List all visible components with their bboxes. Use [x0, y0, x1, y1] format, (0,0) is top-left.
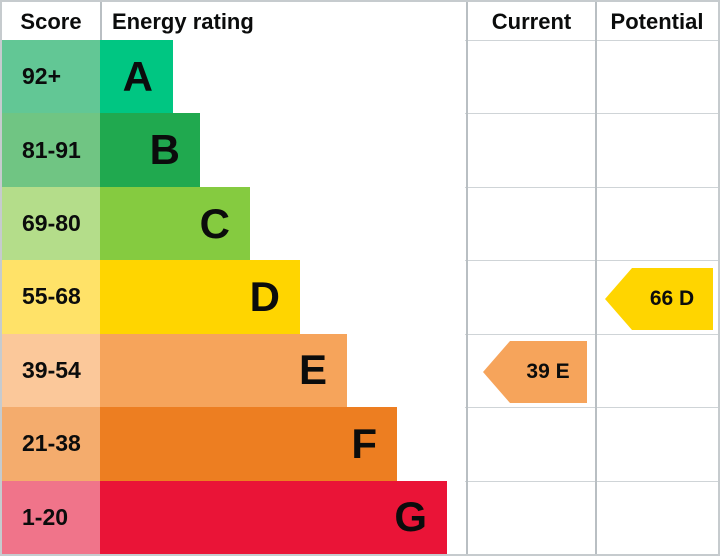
band-row-g: 1-20 G — [2, 480, 718, 554]
band-letter-d: D — [249, 272, 280, 320]
band-letter-e: E — [298, 346, 327, 394]
score-range-f: 21-38 — [2, 407, 100, 481]
row-grid-line — [465, 480, 718, 482]
row-grid-line — [465, 260, 718, 262]
band-letter-g: G — [394, 493, 427, 541]
score-range-e: 39-54 — [2, 333, 100, 408]
rating-bar-f: F — [100, 407, 397, 481]
row-grid-line — [465, 407, 718, 409]
band-letter-f: F — [351, 419, 377, 467]
score-range-g: 1-20 — [2, 480, 100, 554]
potential-column-header: Potential — [610, 9, 704, 34]
band-row-e: 39-54 E — [2, 333, 718, 408]
band-letter-c: C — [199, 199, 230, 247]
potential-arrow: 66 D — [605, 268, 713, 330]
score-range-a: 92+ — [2, 40, 100, 114]
rating-bar-b: B — [100, 113, 200, 187]
band-row-d: 55-68 D — [2, 260, 718, 334]
score-range-d: 55-68 — [2, 260, 100, 334]
score-range-c: 69-80 — [2, 186, 100, 261]
rating-bar-d: D — [100, 260, 300, 334]
band-letter-a: A — [122, 52, 153, 100]
row-grid-line — [465, 113, 718, 115]
band-row-b: 81-91 B — [2, 113, 718, 187]
potential-rating-label: 66 D — [649, 287, 695, 310]
potential-column-divider — [595, 2, 597, 554]
rating-bar-a: A — [100, 40, 173, 114]
row-grid-line — [465, 40, 718, 41]
rating-bar-g: G — [100, 480, 447, 554]
rating-bar-c: C — [100, 186, 250, 261]
band-row-c: 69-80 C — [2, 186, 718, 261]
score-column-divider — [100, 2, 102, 40]
current-column-divider — [466, 2, 468, 554]
band-letter-b: B — [149, 126, 180, 174]
energy-rating-column-header: Energy rating — [112, 9, 254, 34]
band-row-f: 21-38 F — [2, 407, 718, 481]
row-grid-line — [465, 186, 718, 188]
band-row-a: 92+ A — [2, 40, 718, 114]
rating-bar-e: E — [100, 333, 347, 408]
current-column-header: Current — [491, 9, 572, 34]
score-column-header: Score — [20, 9, 82, 34]
row-grid-line — [465, 333, 718, 335]
chart-header: Score Energy rating Current Potential — [2, 2, 718, 40]
rating-bands: 92+ A 81-91 B 69-80 C 55-68 D 39-54 E 21… — [2, 40, 718, 554]
score-range-b: 81-91 — [2, 113, 100, 187]
current-rating-label: 39 E — [526, 360, 570, 383]
